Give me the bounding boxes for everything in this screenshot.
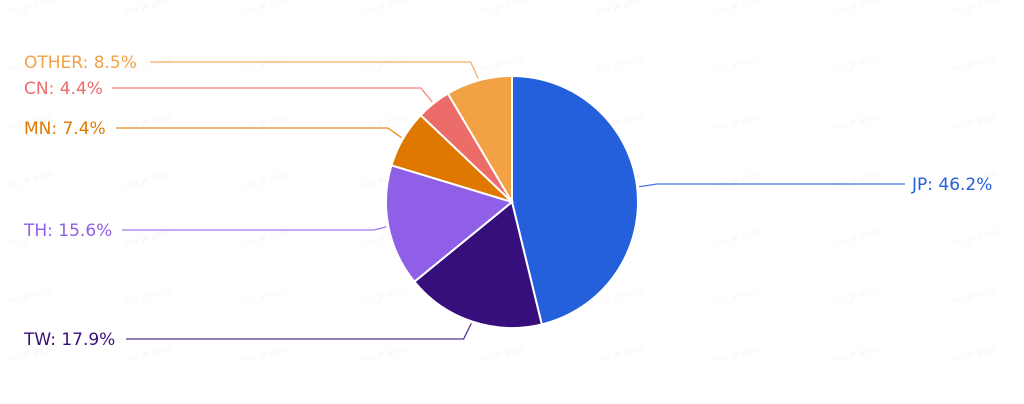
watermark-text: IYU_JP 8930 [950,54,998,75]
watermark-text: IYU_JP 8930 [714,54,762,75]
watermark-text: IYU_JP 8930 [596,344,644,365]
watermark-text: IYU_JP 8930 [714,344,762,365]
watermark-text: IYU_JP 8930 [124,0,172,17]
watermark-text: IYU_JP 8930 [950,112,998,133]
watermark-text: IYU_JP 8930 [124,344,172,365]
watermark-text: IYU_JP 8930 [124,286,172,307]
watermark-text: IYU_JP 8930 [832,228,880,249]
watermark-text: IYU_JP 8930 [950,344,998,365]
watermark-text: IYU_JP 8930 [242,112,290,133]
watermark-text: IYU_JP 8930 [950,0,998,17]
watermark-text: IYU_JP 8930 [596,0,644,17]
watermark-text: IYU_JP 8930 [360,54,408,75]
watermark-text: IYU_JP 8930 [6,170,54,191]
slice-label-other: OTHER: 8.5% [24,53,137,73]
pie-slice-tw[interactable] [413,200,544,329]
watermark-text: IYU_JP 8930 [124,170,172,191]
pie-slice-other[interactable] [446,74,513,206]
watermark-text: IYU_JP 8930 [714,112,762,133]
leader-line-th [122,226,387,231]
watermark-text: IYU_JP 8930 [360,344,408,365]
leader-line-mn [116,127,402,139]
watermark-text: IYU_JP 8930 [124,112,172,133]
pie-slice-th[interactable] [385,164,515,284]
watermark-text: IYU_JP 8930 [714,0,762,17]
watermark-text: IYU_JP 8930 [242,54,290,75]
slice-label-th: TH: 15.6% [23,221,112,241]
watermark-text: IYU_JP 8930 [6,0,54,17]
watermark-text: IYU_JP 8930 [360,0,408,17]
leader-line-other [150,61,479,79]
watermark-text: IYU_JP 8930 [596,54,644,75]
watermark-text: IYU_JP 8930 [478,54,526,75]
watermark-text: IYU_JP 8930 [832,286,880,307]
slice-label-jp: JP: 46.2% [911,175,992,195]
leader-line-tw [126,323,472,340]
slice-label-mn: MN: 7.4% [24,119,106,139]
watermark-text: IYU_JP 8930 [832,170,880,191]
pie-slice-jp[interactable] [511,74,639,326]
watermark-text: IYU_JP 8930 [714,286,762,307]
watermark-text: IYU_JP 8930 [832,112,880,133]
watermark-text: IYU_JP 8930 [478,344,526,365]
watermark-text: IYU_JP 8930 [950,286,998,307]
watermark-text: IYU_JP 8930 [832,0,880,17]
leader-line-cn [112,87,433,103]
watermark-text: IYU_JP 8930 [714,170,762,191]
watermark-text: IYU_JP 8930 [242,286,290,307]
watermark-text: IYU_JP 8930 [478,0,526,17]
watermark-text: IYU_JP 8930 [360,286,408,307]
watermark-text: IYU_JP 8930 [242,228,290,249]
watermark-text: IYU_JP 8930 [360,112,408,133]
watermark-text: IYU_JP 8930 [242,170,290,191]
watermark-text: IYU_JP 8930 [832,344,880,365]
watermark-text: IYU_JP 8930 [6,286,54,307]
watermark-text: IYU_JP 8930 [714,228,762,249]
watermark-text: IYU_JP 8930 [950,228,998,249]
leader-line-jp [638,183,905,188]
watermark-text: IYU_JP 8930 [242,344,290,365]
watermark-text: IYU_JP 8930 [832,54,880,75]
slice-label-cn: CN: 4.4% [24,79,103,99]
slice-label-tw: TW: 17.9% [23,330,115,350]
watermark-text: IYU_JP 8930 [124,228,172,249]
watermark-text: IYU_JP 8930 [242,0,290,17]
